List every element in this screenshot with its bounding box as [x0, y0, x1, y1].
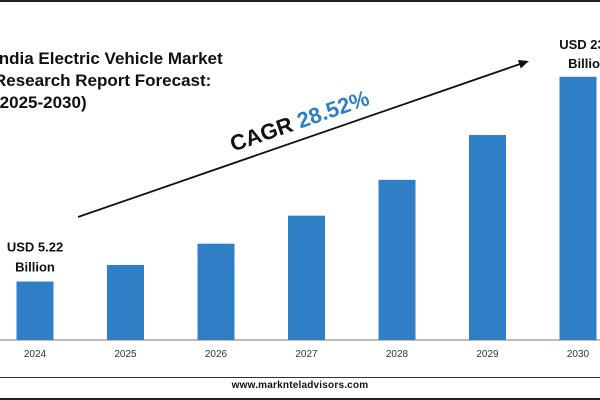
chart-title: India Electric Vehicle Market Research R… [0, 48, 274, 114]
x-tick-label-2030: 2030 [567, 349, 590, 360]
bar-2029 [469, 135, 506, 340]
trend-arrow-line [77, 61, 527, 218]
bar-2027 [288, 215, 325, 340]
x-tick-label-2024: 2024 [24, 349, 47, 360]
chart-title-line-3: (2025-2030) [0, 93, 87, 112]
bar-2025 [107, 264, 144, 340]
chart-title-line-2: Research Report Forecast: [0, 71, 212, 90]
cagr-value: 28.52% [294, 85, 373, 133]
chart-title-line-1: India Electric Vehicle Market [0, 49, 223, 68]
footer-divider [0, 377, 600, 378]
footer-website[interactable]: www.marknteladvisors.com [231, 380, 369, 391]
bar-2030 [559, 76, 597, 341]
x-tick-label-2028: 2028 [386, 349, 409, 360]
bar-2024 [16, 281, 54, 340]
start-value-label-line-2: Billion [15, 260, 55, 275]
x-tick-label-2025: 2025 [114, 349, 137, 360]
start-value-label-line-1: USD 5.22 [7, 240, 63, 255]
x-tick-label-2026: 2026 [205, 349, 228, 360]
bar-2028 [378, 179, 416, 340]
trend-arrow-head [517, 60, 529, 69]
cagr-prefix: CAGR [227, 110, 302, 157]
bar-2026 [197, 243, 235, 340]
x-tick-label-2029: 2029 [476, 349, 499, 360]
end-value-label-line-2: Billion [568, 56, 600, 71]
x-tick-label-2027: 2027 [295, 349, 318, 360]
end-value-label-line-1: USD 23 [559, 37, 600, 52]
